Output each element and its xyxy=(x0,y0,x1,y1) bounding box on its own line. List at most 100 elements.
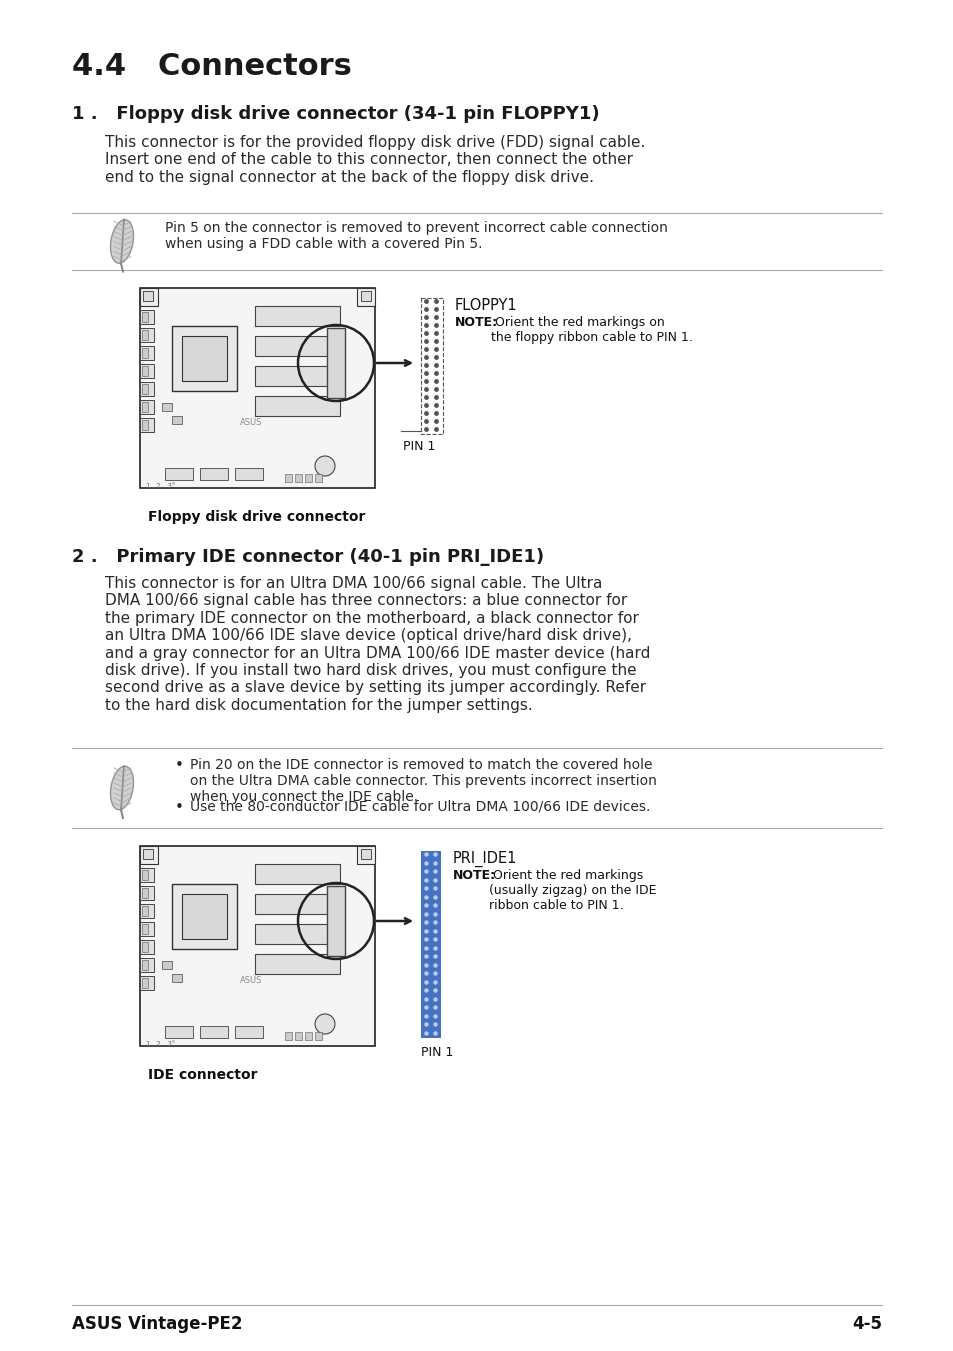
Bar xyxy=(140,846,375,1046)
Bar xyxy=(140,886,153,900)
Text: 4.4   Connectors: 4.4 Connectors xyxy=(71,51,352,81)
Bar xyxy=(140,363,153,378)
Bar xyxy=(327,886,345,957)
Bar xyxy=(140,417,153,432)
Bar xyxy=(254,305,339,326)
Bar xyxy=(140,958,153,971)
Bar xyxy=(142,870,148,880)
Text: ASUS Vintage-PE2: ASUS Vintage-PE2 xyxy=(71,1315,242,1333)
Bar xyxy=(142,888,148,898)
Bar xyxy=(142,330,148,340)
Ellipse shape xyxy=(111,220,133,263)
Bar xyxy=(140,288,158,305)
Text: IDE connector: IDE connector xyxy=(148,1069,257,1082)
Bar xyxy=(200,467,228,480)
Text: ASUS: ASUS xyxy=(240,417,262,427)
Bar xyxy=(140,382,153,396)
Bar xyxy=(254,366,339,386)
Bar xyxy=(142,961,148,970)
Bar xyxy=(143,848,152,859)
Bar xyxy=(356,288,375,305)
Bar xyxy=(142,924,148,934)
Text: NOTE:: NOTE: xyxy=(455,316,497,330)
Bar xyxy=(140,940,153,954)
Bar xyxy=(285,1032,292,1040)
Bar xyxy=(142,366,148,376)
Bar xyxy=(140,921,153,936)
Bar xyxy=(327,328,345,399)
Bar xyxy=(234,467,263,480)
Bar xyxy=(182,336,227,381)
Bar xyxy=(294,474,302,482)
Ellipse shape xyxy=(111,766,133,809)
Text: 1 .   Floppy disk drive connector (34-1 pin FLOPPY1): 1 . Floppy disk drive connector (34-1 pi… xyxy=(71,105,599,123)
Bar xyxy=(356,846,375,865)
Text: FLOPPY1: FLOPPY1 xyxy=(455,299,517,313)
Bar xyxy=(172,416,182,424)
Bar xyxy=(420,299,442,434)
Bar xyxy=(314,474,322,482)
Bar xyxy=(142,420,148,430)
Bar xyxy=(162,961,172,969)
Bar xyxy=(140,975,153,990)
Bar xyxy=(305,474,312,482)
Bar xyxy=(140,904,153,917)
Bar xyxy=(142,312,148,322)
Bar xyxy=(143,290,152,301)
Circle shape xyxy=(314,1015,335,1034)
Bar xyxy=(140,288,375,488)
Text: ASUS: ASUS xyxy=(240,975,262,985)
Text: Use the 80-conductor IDE cable for Ultra DMA 100/66 IDE devices.: Use the 80-conductor IDE cable for Ultra… xyxy=(190,800,650,815)
Bar xyxy=(142,384,148,394)
Text: This connector is for the provided floppy disk drive (FDD) signal cable.
Insert : This connector is for the provided flopp… xyxy=(105,135,644,185)
Text: PIN 1: PIN 1 xyxy=(402,440,435,453)
Bar xyxy=(420,851,440,1038)
Text: PIN 1: PIN 1 xyxy=(420,1046,453,1059)
Bar xyxy=(182,894,227,939)
Bar xyxy=(172,326,236,390)
Bar xyxy=(360,848,371,859)
Text: Pin 20 on the IDE connector is removed to match the covered hole
on the Ultra DM: Pin 20 on the IDE connector is removed t… xyxy=(190,758,657,804)
Text: •: • xyxy=(174,800,184,815)
Text: 2 .   Primary IDE connector (40-1 pin PRI_IDE1): 2 . Primary IDE connector (40-1 pin PRI_… xyxy=(71,549,543,566)
Bar xyxy=(254,336,339,357)
Text: 1...2...3°: 1...2...3° xyxy=(145,484,175,489)
Bar xyxy=(254,865,339,884)
Bar xyxy=(165,1025,193,1038)
Bar xyxy=(142,907,148,916)
Bar xyxy=(142,978,148,988)
Bar xyxy=(305,1032,312,1040)
Bar xyxy=(142,349,148,358)
Text: This connector is for an Ultra DMA 100/66 signal cable. The Ultra
DMA 100/66 sig: This connector is for an Ultra DMA 100/6… xyxy=(105,576,650,713)
Bar xyxy=(254,924,339,944)
Text: Floppy disk drive connector: Floppy disk drive connector xyxy=(148,509,365,524)
Bar xyxy=(140,846,158,865)
Bar xyxy=(254,894,339,915)
Text: PRI_IDE1: PRI_IDE1 xyxy=(453,851,517,867)
Text: NOTE:: NOTE: xyxy=(453,869,496,882)
Bar xyxy=(314,1032,322,1040)
Bar xyxy=(294,1032,302,1040)
Bar xyxy=(254,954,339,974)
Bar xyxy=(162,403,172,411)
Bar xyxy=(234,1025,263,1038)
Bar xyxy=(140,400,153,413)
Text: Orient the red markings
(usually zigzag) on the IDE
ribbon cable to PIN 1.: Orient the red markings (usually zigzag)… xyxy=(489,869,656,912)
Bar xyxy=(140,309,153,324)
Text: Orient the red markings on
the floppy ribbon cable to PIN 1.: Orient the red markings on the floppy ri… xyxy=(491,316,692,345)
Bar xyxy=(140,328,153,342)
Text: 4-5: 4-5 xyxy=(851,1315,882,1333)
Text: •: • xyxy=(174,758,184,773)
Bar xyxy=(140,867,153,882)
Bar xyxy=(140,346,153,359)
Bar xyxy=(172,884,236,948)
Bar xyxy=(254,396,339,416)
Bar xyxy=(285,474,292,482)
Text: 1...2...3°: 1...2...3° xyxy=(145,1042,175,1047)
Bar xyxy=(172,974,182,982)
Bar xyxy=(142,942,148,952)
Circle shape xyxy=(314,457,335,476)
Bar xyxy=(165,467,193,480)
Bar xyxy=(200,1025,228,1038)
Bar xyxy=(142,403,148,412)
